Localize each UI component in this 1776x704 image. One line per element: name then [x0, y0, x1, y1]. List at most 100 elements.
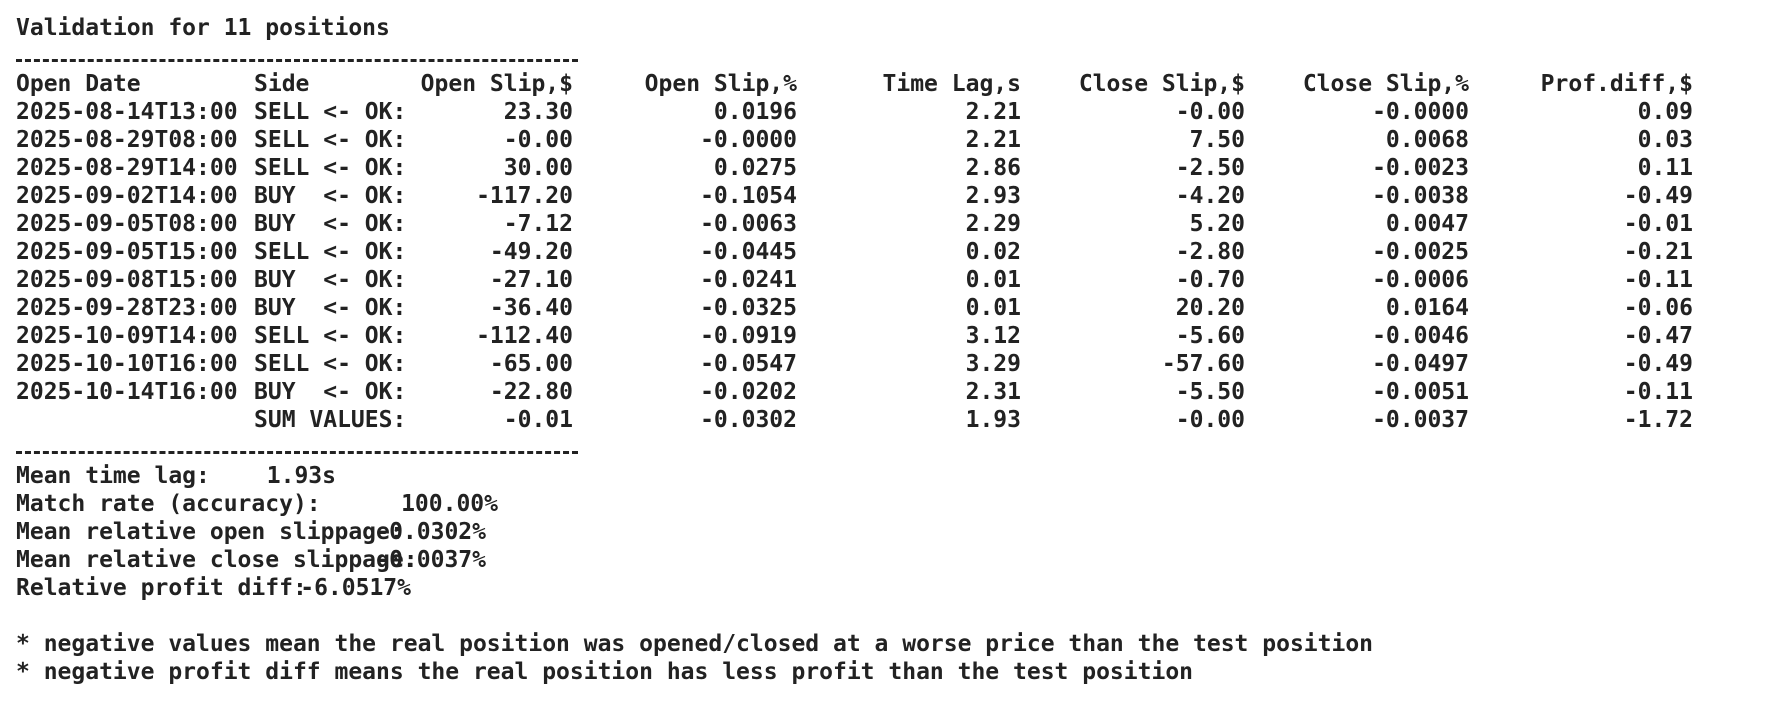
- row-prof-diff: 0.09: [1637, 99, 1693, 125]
- row-open-slip-pct: -0.0325: [700, 295, 797, 321]
- row-open-date: 2025-09-02T14:00: [16, 183, 238, 209]
- sum-open-slip-pct: -0.0302: [700, 407, 797, 433]
- row-open-slip-pct: -0.0919: [700, 323, 797, 349]
- row-time-lag: 0.01: [965, 267, 1021, 293]
- row-prof-diff: -0.49: [1623, 351, 1693, 377]
- row-close-slip-usd: 7.50: [1189, 127, 1245, 153]
- row-close-slip-usd: -5.50: [1175, 379, 1245, 405]
- row-open-slip-pct: -0.0202: [700, 379, 797, 405]
- row-side: SELL <- OK:: [254, 155, 407, 181]
- table-row: 2025-08-14T13:00 SELL <- OK: 23.30 0.0196 2.…: [16, 98, 1776, 126]
- row-close-slip-pct: -0.0025: [1372, 239, 1469, 265]
- sum-open-slip-usd: -0.01: [503, 407, 573, 433]
- footnote-profit: * negative profit diff means the real po…: [16, 659, 1194, 685]
- row-open-slip-usd: -36.40: [489, 295, 573, 321]
- row-time-lag: 3.29: [965, 351, 1021, 377]
- row-open-slip-pct: -0.0241: [700, 267, 797, 293]
- row-time-lag: 2.21: [965, 127, 1021, 153]
- row-time-lag: 3.12: [965, 323, 1021, 349]
- header-close-slip-pct: Close Slip,%: [1302, 71, 1469, 97]
- summary-value: -0.0037%: [375, 547, 486, 573]
- row-open-slip-pct: 0.0196: [713, 99, 797, 125]
- footnote-slippage: * negative values mean the real position…: [16, 631, 1374, 657]
- row-close-slip-pct: 0.0047: [1385, 211, 1469, 237]
- row-open-slip-usd: 30.00: [503, 155, 573, 181]
- sum-prof-diff: -1.72: [1623, 407, 1693, 433]
- summary-label: Relative profit diff:: [16, 575, 307, 601]
- row-prof-diff: -0.49: [1623, 183, 1693, 209]
- sum-close-slip-usd: -0.00: [1175, 407, 1245, 433]
- row-close-slip-pct: -0.0038: [1372, 183, 1469, 209]
- row-open-slip-usd: -27.10: [489, 267, 573, 293]
- row-prof-diff: 0.11: [1637, 155, 1693, 181]
- row-side: BUY <- OK:: [254, 295, 407, 321]
- table-row: 2025-09-05T15:00 SELL <- OK: -49.20 -0.0445…: [16, 238, 1776, 266]
- row-close-slip-usd: -0.70: [1175, 267, 1245, 293]
- row-close-slip-pct: -0.0000: [1372, 99, 1469, 125]
- row-open-date: 2025-09-08T15:00: [16, 267, 238, 293]
- table-row: 2025-10-10T16:00 SELL <- OK: -65.00 -0.0547…: [16, 350, 1776, 378]
- separator-bottom: [16, 434, 1776, 462]
- row-open-date: 2025-10-14T16:00: [16, 379, 238, 405]
- row-prof-diff: -0.01: [1623, 211, 1693, 237]
- row-side: BUY <- OK:: [254, 379, 407, 405]
- row-prof-diff: -0.47: [1623, 323, 1693, 349]
- summary-line: Mean relative open slippage: -0.0302%: [16, 518, 1776, 546]
- row-prof-diff: 0.03: [1637, 127, 1693, 153]
- row-open-slip-usd: -49.20: [489, 239, 573, 265]
- table-row: 2025-09-05T08:00 BUY <- OK: -7.12 -0.0063 2.…: [16, 210, 1776, 238]
- table-row: 2025-10-09T14:00 SELL <- OK: -112.40 -0.091…: [16, 322, 1776, 350]
- sum-time-lag: 1.93: [965, 407, 1021, 433]
- row-close-slip-usd: -2.50: [1175, 155, 1245, 181]
- row-close-slip-pct: -0.0497: [1372, 351, 1469, 377]
- header-side: Side: [254, 71, 310, 97]
- row-time-lag: 0.01: [965, 295, 1021, 321]
- row-open-date: 2025-10-09T14:00: [16, 323, 238, 349]
- header-prof-diff: Prof.diff,$: [1540, 71, 1693, 97]
- row-open-slip-pct: -0.0445: [700, 239, 797, 265]
- table-header: Open Date Side Open Slip,$ Open Slip,% T…: [16, 70, 1776, 98]
- row-side: BUY <- OK:: [254, 183, 407, 209]
- summary-line: Relative profit diff: -6.0517%: [16, 574, 1776, 602]
- row-time-lag: 2.93: [965, 183, 1021, 209]
- summary-line: Mean time lag: 1.93s: [16, 462, 1776, 490]
- row-side: BUY <- OK:: [254, 267, 407, 293]
- table-body: 2025-08-14T13:00 SELL <- OK: 23.30 0.0196 2.…: [16, 98, 1776, 406]
- row-open-slip-usd: -65.00: [489, 351, 573, 377]
- row-prof-diff: -0.06: [1623, 295, 1693, 321]
- row-open-slip-pct: 0.0275: [713, 155, 797, 181]
- table-row: 2025-10-14T16:00 BUY <- OK: -22.80 -0.0202 2…: [16, 378, 1776, 406]
- summary-value: 100.00%: [401, 491, 498, 517]
- row-open-date: 2025-09-05T08:00: [16, 211, 238, 237]
- row-close-slip-pct: 0.0068: [1385, 127, 1469, 153]
- row-open-date: 2025-08-29T08:00: [16, 127, 238, 153]
- summary-line: Match rate (accuracy): 100.00%: [16, 490, 1776, 518]
- sum-label: SUM VALUES:: [254, 407, 407, 433]
- row-open-date: 2025-09-28T23:00: [16, 295, 238, 321]
- summary-label: Match rate (accuracy):: [16, 491, 321, 517]
- row-close-slip-pct: -0.0051: [1372, 379, 1469, 405]
- row-time-lag: 2.21: [965, 99, 1021, 125]
- sum-row: SUM VALUES: -0.01 -0.0302 1.93 -0.00 -0.…: [16, 406, 1776, 434]
- row-open-date: 2025-08-14T13:00: [16, 99, 238, 125]
- row-open-slip-pct: -0.0547: [700, 351, 797, 377]
- row-open-slip-usd: -112.40: [476, 323, 573, 349]
- summary-line: Mean relative close slippage: -0.0037%: [16, 546, 1776, 574]
- row-open-slip-usd: 23.30: [503, 99, 573, 125]
- row-close-slip-pct: -0.0023: [1372, 155, 1469, 181]
- row-open-slip-usd: -117.20: [476, 183, 573, 209]
- row-close-slip-pct: -0.0046: [1372, 323, 1469, 349]
- header-open-date: Open Date: [16, 71, 141, 97]
- row-close-slip-usd: -2.80: [1175, 239, 1245, 265]
- summary-value: -0.0302%: [375, 519, 486, 545]
- row-close-slip-usd: -0.00: [1175, 99, 1245, 125]
- row-open-date: 2025-10-10T16:00: [16, 351, 238, 377]
- row-side: SELL <- OK:: [254, 99, 407, 125]
- row-close-slip-pct: -0.0006: [1372, 267, 1469, 293]
- header-close-slip-usd: Close Slip,$: [1078, 71, 1245, 97]
- row-prof-diff: -0.11: [1623, 267, 1693, 293]
- summary-label: Mean relative close slippage:: [16, 547, 418, 573]
- row-side: SELL <- OK:: [254, 239, 407, 265]
- row-open-slip-pct: -0.0000: [700, 127, 797, 153]
- summary-label: Mean relative open slippage:: [16, 519, 404, 545]
